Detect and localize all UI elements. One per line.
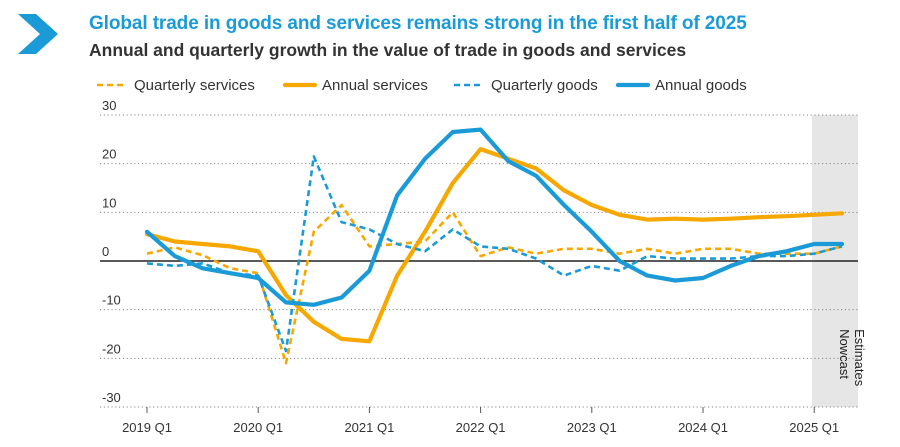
x-tick-label: 2022 Q1	[456, 420, 506, 435]
legend-label: Quarterly goods	[491, 77, 598, 94]
series-line-annual-services	[144, 147, 845, 344]
y-tick-label: -20	[102, 341, 121, 356]
y-tick-label: -10	[102, 293, 121, 308]
chevron-icon	[18, 14, 58, 54]
y-tick-label: 0	[102, 244, 109, 259]
nowcast-label-line: Nowcast	[837, 329, 852, 379]
legend-label: Quarterly services	[134, 77, 255, 94]
x-tick-label: 2023 Q1	[567, 420, 617, 435]
chart-title: Global trade in goods and services remai…	[89, 13, 747, 34]
nowcast-label: NowcastEstimates	[837, 329, 867, 387]
legend-label: Annual services	[322, 77, 428, 94]
legend-label: Annual goods	[655, 77, 747, 94]
y-tick-label: -30	[102, 390, 121, 405]
x-tick-label: 2021 Q1	[344, 420, 394, 435]
chart-subtitle: Annual and quarterly growth in the value…	[89, 40, 687, 60]
x-tick-label: 2020 Q1	[233, 420, 283, 435]
series-line-quarterly-services	[146, 203, 843, 365]
y-tick-label: 20	[102, 147, 116, 162]
x-tick-label: 2024 Q1	[678, 420, 728, 435]
series-line-annual-goods	[144, 127, 845, 307]
y-tick-label: 30	[102, 98, 116, 113]
series-line-quarterly-goods	[146, 155, 843, 353]
x-tick-label: 2019 Q1	[122, 420, 172, 435]
nowcast-label-line: Estimates	[852, 329, 867, 387]
x-tick-label: 2025 Q1	[789, 420, 839, 435]
y-tick-label: 10	[102, 195, 116, 210]
